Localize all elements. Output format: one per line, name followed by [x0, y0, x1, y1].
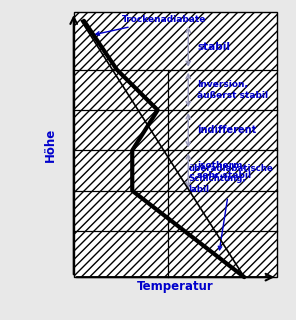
- Text: indifferent: indifferent: [197, 125, 256, 135]
- Bar: [74, 12, 277, 277]
- Text: Höhe: Höhe: [44, 127, 57, 162]
- Text: Temperatur: Temperatur: [137, 280, 214, 293]
- Text: Inversion,
äußerst stabil: Inversion, äußerst stabil: [197, 80, 268, 100]
- Text: Trockenadiabate: Trockenadiabate: [96, 15, 206, 35]
- Text: überadiabatische
Schichtung,
labil: überadiabatische Schichtung, labil: [188, 164, 273, 250]
- Text: isotherm,
sehr stabil: isotherm, sehr stabil: [197, 161, 251, 180]
- Text: stabil: stabil: [197, 42, 230, 52]
